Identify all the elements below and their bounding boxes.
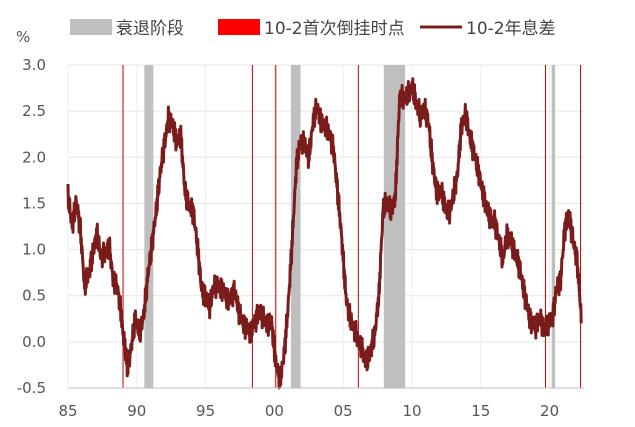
y-tick-label-7: 3.0 [22,56,46,74]
x-tick-label-4: 05 [334,402,353,420]
y-tick-label-1: 0.0 [22,333,46,351]
recession-bands [144,65,556,388]
legend-swatch-inversion [218,19,260,35]
legend: 衰退阶段 10-2首次倒挂时点 10-2年息差 [70,19,556,39]
spread-series [66,77,583,390]
y-tick-label-0: -0.5 [17,379,46,397]
legend-label-inversion: 10-2首次倒挂时点 [264,19,405,39]
y-unit-label: % [16,28,30,46]
legend-label-recession: 衰退阶段 [116,19,184,39]
legend-label-spread: 10-2年息差 [466,19,556,39]
y-tick-label-3: 1.0 [22,241,46,259]
x-tick-label-7: 20 [540,402,559,420]
y-tick-label-6: 2.5 [22,102,46,120]
y-tick-label-4: 1.5 [22,194,46,212]
recession-band-0 [144,65,154,388]
y-tick-label-5: 2.0 [22,148,46,166]
y-tick-label-2: 0.5 [22,287,46,305]
x-tick-label-5: 10 [402,402,421,420]
axes: -0.5 0.0 0.5 1.0 1.5 2.0 2.5 3.0 85 90 95 00 05 10 15 2… [17,56,584,420]
inversion-lines [122,65,582,388]
x-tick-label-2: 95 [196,402,215,420]
x-tick-label-3: 00 [265,402,284,420]
legend-swatch-recession [70,19,112,35]
recession-band-1 [290,65,301,388]
x-tick-label-1: 90 [127,402,146,420]
x-tick-label-6: 15 [471,402,490,420]
spread-line-0 [66,77,583,390]
recession-band-2 [383,65,406,388]
grid-lines [67,64,584,389]
x-tick-label-0: 85 [58,402,77,420]
recession-band-3 [551,65,556,388]
